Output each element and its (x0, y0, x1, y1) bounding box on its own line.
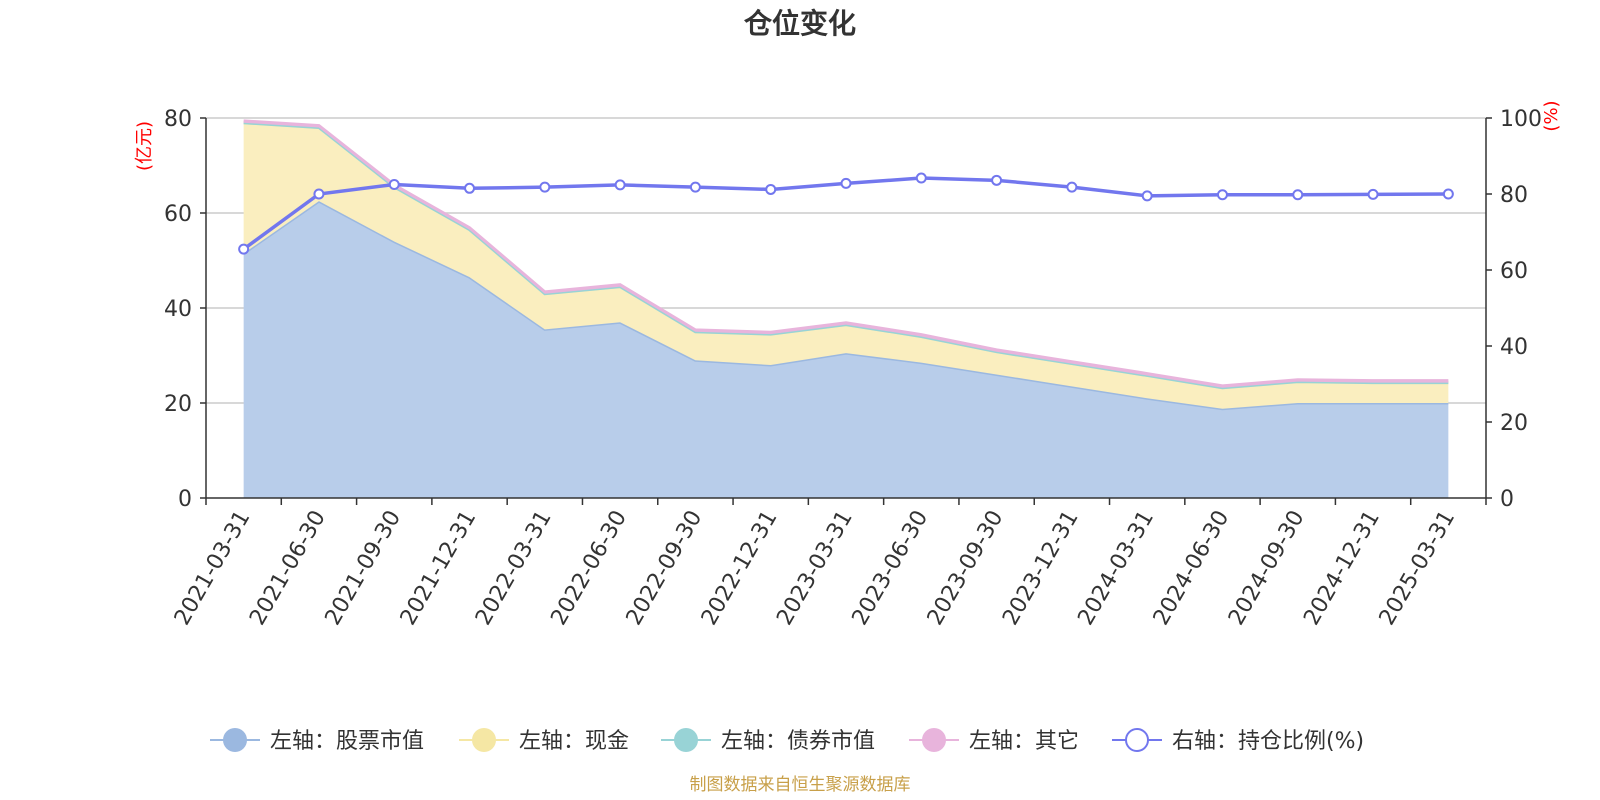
legend-label: 左轴：现金 (519, 729, 629, 754)
ratio-point (1442, 188, 1454, 200)
x-tick-label: 2021-06-30 (245, 506, 331, 629)
legend-marker (472, 728, 496, 752)
ratio-point (991, 174, 1003, 186)
area-edge-4 (243, 119, 1449, 388)
ratio-point (1292, 189, 1304, 201)
ratio-point (539, 181, 551, 193)
legend: 左轴：股票市值 左轴：现金 左轴：债券市值 左轴：其它 右轴：持仓比例(%) (210, 728, 1364, 754)
ratio-point (765, 183, 777, 195)
ratio-point (915, 172, 927, 184)
ratio-point (1216, 189, 1228, 201)
x-tick-label: 2024-06-30 (1149, 506, 1235, 629)
left-tick-label: 0 (178, 487, 192, 512)
x-tick-label: 2023-06-30 (848, 506, 934, 629)
x-tick-label: 2024-12-31 (1299, 506, 1385, 629)
ratio-line (238, 172, 1454, 255)
x-tick-label: 2022-06-30 (546, 506, 632, 629)
x-tick-label: 2023-09-30 (923, 506, 1009, 629)
x-tick-label: 2021-09-30 (321, 506, 407, 629)
legend-label: 右轴：持仓比例(%) (1172, 729, 1364, 754)
ratio-point (388, 179, 400, 190)
legend-marker (1125, 728, 1149, 752)
right-tick-label: 0 (1500, 487, 1514, 512)
left-tick-label: 20 (164, 392, 192, 417)
x-tick-label: 2021-12-31 (396, 506, 482, 629)
x-tick-label: 2021-03-31 (170, 506, 256, 629)
ratio-point (689, 181, 701, 193)
stacked-areas (242, 119, 1449, 498)
left-tick-label: 80 (164, 107, 192, 132)
x-tick-label: 2022-03-31 (471, 506, 557, 629)
legend-marker (922, 728, 946, 752)
right-tick-label: 20 (1500, 411, 1528, 436)
ratio-point (464, 182, 476, 194)
legend-marker (223, 728, 247, 752)
legend-label: 左轴：债券市值 (721, 729, 875, 754)
right-tick-label: 60 (1500, 259, 1528, 284)
x-tick-label: 2024-09-30 (1224, 506, 1310, 629)
x-tick-label: 2022-12-31 (697, 506, 783, 629)
x-tick-label: 2023-12-31 (998, 506, 1084, 629)
legend-label: 左轴：股票市值 (270, 729, 424, 754)
ratio-point (1367, 188, 1379, 200)
data-source-note: 制图数据来自恒生聚源数据库 (690, 775, 911, 795)
chart-title: 仓位变化 (744, 7, 856, 40)
legend-label: 左轴：其它 (969, 729, 1079, 754)
ratio-point (313, 188, 325, 200)
x-tick-label: 2025-03-31 (1375, 506, 1461, 629)
x-tick-label: 2024-03-31 (1073, 506, 1159, 629)
right-axis-unit: (%) (1541, 100, 1562, 131)
ratio-point (238, 243, 250, 255)
ratio-point (1141, 190, 1153, 202)
left-tick-label: 60 (164, 202, 192, 227)
ratio-point (614, 179, 626, 191)
area-1 (243, 201, 1449, 498)
right-tick-label: 80 (1500, 183, 1528, 208)
left-axis-unit: (亿元) (134, 121, 155, 171)
legend-marker (674, 728, 698, 752)
right-tick-label: 40 (1500, 335, 1528, 360)
left-tick-label: 40 (164, 297, 192, 322)
right-tick-label: 100 (1500, 107, 1542, 132)
x-tick-label: 2022-09-30 (622, 506, 708, 629)
area-2 (243, 122, 1449, 409)
x-tick-label: 2023-03-31 (772, 506, 858, 629)
ratio-point (840, 177, 852, 189)
ratio-point (1066, 181, 1078, 193)
